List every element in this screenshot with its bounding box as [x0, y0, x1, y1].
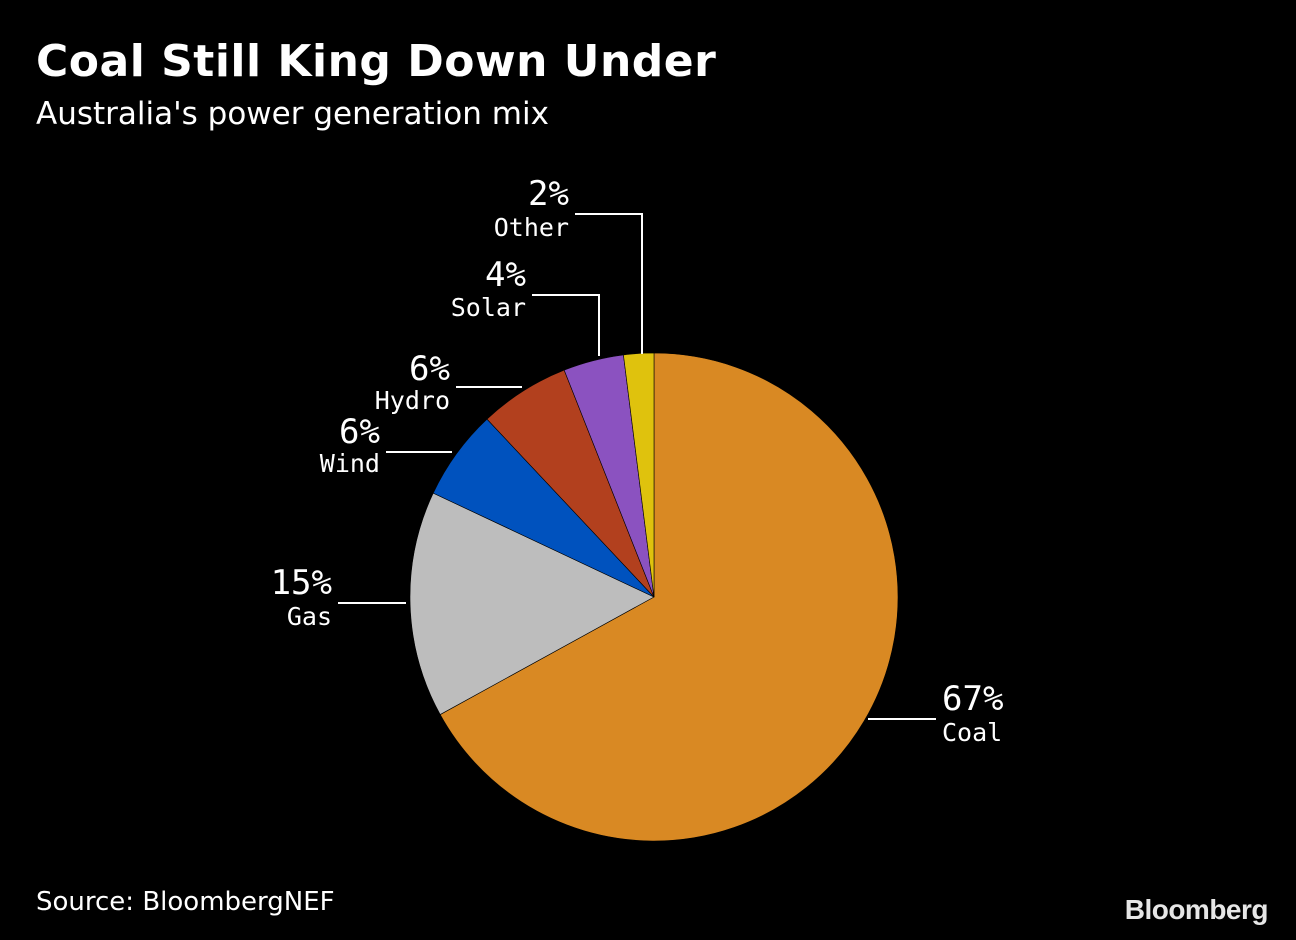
- slice-category-label-wind: Wind: [320, 449, 380, 478]
- source-note: Source: BloombergNEF: [36, 887, 335, 917]
- pie-slices: [409, 352, 899, 842]
- pie-slice-gas: [409, 492, 655, 715]
- slice-category-label-hydro: Hydro: [375, 386, 450, 415]
- leader-line-other: [575, 213, 643, 354]
- slice-value-label-solar: 4%: [485, 255, 526, 295]
- pie-slice-other: [623, 352, 655, 598]
- pie-slice-coal: [439, 352, 899, 842]
- slice-value-label-hydro: 6%: [409, 349, 450, 389]
- slice-category-label-gas: Gas: [287, 602, 332, 631]
- slice-value-label-gas: 15%: [271, 563, 332, 603]
- bloomberg-logo: Bloomberg: [1124, 894, 1269, 925]
- leader-line-solar: [532, 294, 600, 356]
- slice-value-label-coal: 67%: [942, 679, 1003, 719]
- chart-title: Coal Still King Down Under: [36, 36, 717, 87]
- chart-subtitle: Australia's power generation mix: [36, 96, 549, 132]
- slice-category-label-coal: Coal: [942, 718, 1002, 747]
- slice-category-label-other: Other: [494, 213, 569, 242]
- slice-value-label-wind: 6%: [339, 412, 380, 452]
- slice-value-label-other: 2%: [528, 174, 569, 214]
- slice-category-label-solar: Solar: [451, 293, 526, 322]
